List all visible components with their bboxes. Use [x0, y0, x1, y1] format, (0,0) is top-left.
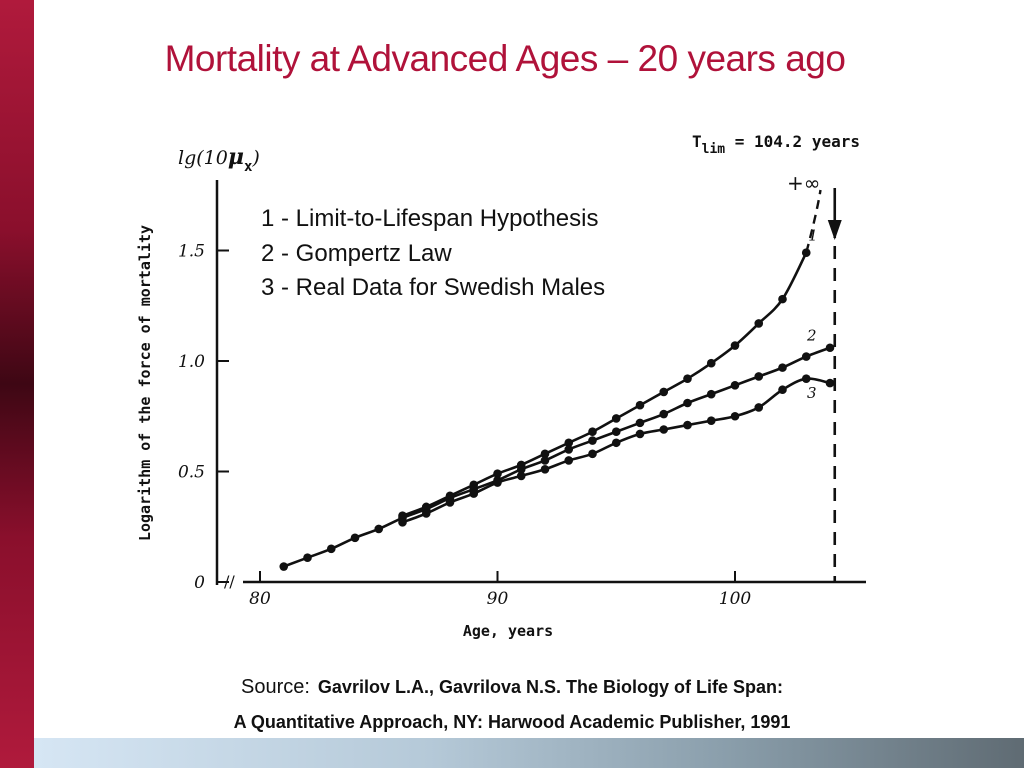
x-ticks: 80 90 100	[249, 571, 751, 609]
series-layer	[279, 189, 835, 571]
axis-break-mark: //	[224, 572, 235, 591]
data-point-1	[611, 414, 621, 423]
tlim-layer	[827, 188, 842, 582]
y-axis-symbol: lg(10μx)	[178, 144, 260, 175]
data-point-1	[754, 319, 764, 328]
tlim-arrow-head	[827, 220, 842, 240]
data-point-2	[754, 372, 764, 381]
data-point-2	[564, 445, 574, 454]
curve-label-3: 3	[807, 384, 817, 402]
mortality-chart: // 0 0.5 1.0 1.5 80 90 100 Logarithm of the f…	[136, 132, 866, 640]
data-point-3	[469, 489, 479, 498]
data-point-3	[398, 518, 407, 527]
x-tick-label: 80	[249, 589, 271, 609]
data-point-2	[778, 363, 787, 372]
data-point-3	[825, 378, 835, 388]
data-point-2	[730, 381, 740, 390]
data-point-1	[540, 449, 550, 459]
data-point-2	[279, 562, 289, 571]
legend-item-1: 1 - Limit-to-Lifespan Hypothesis	[261, 205, 598, 232]
data-point-1	[730, 341, 740, 350]
y-tick-label: 1.0	[178, 352, 205, 372]
curve-labels: 1 2 3	[806, 227, 818, 402]
y-tick-label: 0	[194, 573, 205, 593]
source-reference-1: Gavrilov L.A., Gavrilova N.S. The Biolog…	[317, 677, 784, 697]
source-label: Source:	[240, 676, 310, 698]
plus-infinity-label: +∞	[787, 171, 820, 195]
data-point-1	[635, 400, 645, 410]
legend: 1 - Limit-to-Lifespan Hypothesis 2 - Gom…	[261, 205, 605, 301]
data-point-1	[588, 427, 597, 437]
series-extension-1	[805, 189, 822, 254]
data-point-3	[730, 411, 740, 421]
data-point-2	[659, 409, 669, 419]
data-point-3	[635, 429, 645, 439]
data-point-3	[778, 385, 787, 395]
bottom-gradient-bar	[34, 738, 1024, 768]
data-point-3	[421, 509, 431, 518]
data-point-1	[659, 387, 669, 397]
data-point-2	[635, 418, 645, 428]
data-point-2	[303, 553, 312, 562]
data-point-2	[801, 352, 811, 361]
data-point-2	[350, 533, 360, 543]
data-point-2	[825, 343, 835, 353]
y-ticks: 0 0.5 1.0 1.5	[178, 242, 229, 593]
data-point-3	[706, 416, 716, 425]
data-point-2	[540, 456, 550, 465]
curve-label-2: 2	[806, 327, 817, 345]
data-point-3	[564, 456, 574, 465]
data-point-3	[516, 471, 526, 481]
series-line-3	[402, 377, 831, 524]
data-point-3	[611, 438, 621, 448]
x-axis-label: Age, years	[463, 622, 553, 640]
tlim-annotation: Tlim = 104.2 years	[692, 132, 860, 157]
x-tick-label: 90	[487, 589, 509, 609]
data-point-3	[445, 498, 455, 507]
series-line-2	[283, 346, 831, 568]
data-point-3	[754, 403, 764, 412]
data-point-2	[588, 436, 597, 445]
data-point-3	[493, 478, 502, 487]
data-point-2	[611, 427, 621, 437]
data-point-1	[493, 469, 502, 479]
data-point-3	[659, 425, 669, 434]
data-point-2	[706, 389, 716, 399]
data-point-1	[778, 294, 787, 304]
data-point-2	[683, 398, 692, 408]
source-reference-2: A Quantitative Approach, NY: Harwood Aca…	[233, 712, 791, 732]
y-axis-label: Logarithm of the force of mortality	[136, 225, 154, 541]
source-line-1: Source: Gavrilov L.A., Gavrilova N.S. The…	[0, 676, 1024, 699]
x-tick-label: 100	[719, 589, 752, 609]
data-point-3	[683, 420, 692, 430]
axes: //	[215, 180, 866, 591]
left-accent-bar	[0, 0, 34, 768]
data-point-2	[326, 544, 336, 554]
data-point-3	[588, 449, 597, 459]
data-point-2	[516, 464, 526, 474]
y-tick-label: 0.5	[178, 463, 205, 483]
slide-title: Mortality at Advanced Ages – 20 years ag…	[164, 38, 846, 79]
y-tick-label: 1.5	[178, 242, 205, 262]
data-point-2	[374, 524, 384, 534]
curve-label-1: 1	[808, 227, 818, 245]
legend-item-2: 2 - Gompertz Law	[261, 240, 452, 267]
data-point-1	[564, 438, 574, 448]
data-point-1	[683, 374, 692, 383]
legend-item-3: 3 - Real Data for Swedish Males	[261, 274, 605, 301]
data-point-3	[801, 374, 811, 383]
data-point-1	[706, 358, 716, 368]
data-point-3	[540, 464, 550, 474]
